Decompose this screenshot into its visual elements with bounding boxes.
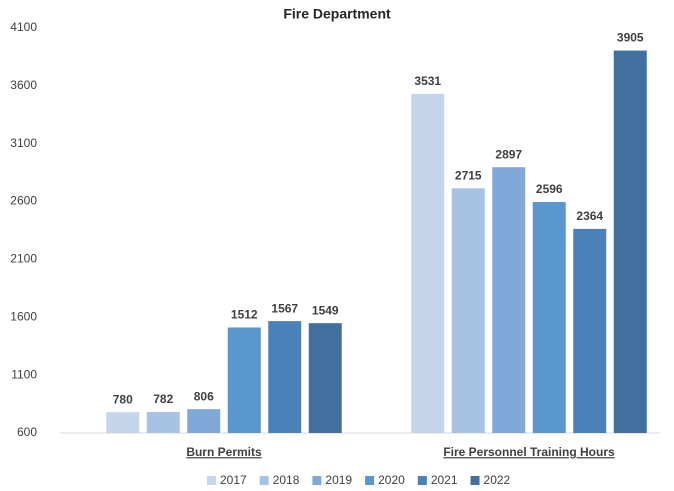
bar bbox=[532, 202, 566, 433]
legend-label: 2017 bbox=[220, 473, 247, 487]
data-label: 1549 bbox=[312, 303, 339, 317]
bar bbox=[146, 411, 180, 433]
data-label: 780 bbox=[113, 392, 133, 406]
bar bbox=[573, 228, 607, 433]
bar bbox=[227, 327, 261, 433]
y-tick-label: 1100 bbox=[11, 367, 37, 381]
data-label: 3531 bbox=[414, 74, 441, 88]
legend-label: 2018 bbox=[273, 473, 300, 487]
legend-label: 2019 bbox=[325, 473, 352, 487]
data-label: 2897 bbox=[495, 147, 522, 161]
x-tick-label: Fire Personnel Training Hours bbox=[443, 445, 615, 459]
legend-swatch bbox=[417, 476, 427, 485]
bar bbox=[613, 50, 647, 434]
bar bbox=[268, 321, 302, 433]
data-label: 1512 bbox=[231, 308, 258, 322]
legend-label: 2021 bbox=[431, 473, 458, 487]
legend-swatch bbox=[365, 476, 375, 485]
data-label: 1567 bbox=[271, 301, 298, 315]
bar bbox=[308, 323, 342, 433]
legend-swatch bbox=[207, 476, 216, 485]
y-tick-label: 2100 bbox=[10, 252, 37, 266]
legend-swatch bbox=[259, 476, 269, 485]
data-label: 3905 bbox=[617, 31, 644, 45]
data-label: 782 bbox=[153, 392, 173, 406]
y-tick-label: 3600 bbox=[10, 78, 37, 92]
y-tick-label: 4100 bbox=[10, 20, 37, 34]
bar bbox=[106, 412, 140, 433]
legend-swatch bbox=[470, 476, 480, 485]
x-tick-label: Burn Permits bbox=[186, 445, 262, 459]
data-label: 2596 bbox=[536, 182, 563, 196]
bar bbox=[492, 167, 526, 433]
data-label: 806 bbox=[194, 389, 214, 403]
y-tick-label: 600 bbox=[17, 425, 37, 439]
chart-title: Fire Department bbox=[283, 6, 391, 22]
legend-label: 2022 bbox=[484, 473, 511, 487]
y-tick-label: 1600 bbox=[10, 309, 37, 323]
bar bbox=[451, 188, 485, 433]
legend-label: 2020 bbox=[378, 473, 405, 487]
bar bbox=[411, 93, 445, 433]
legend-swatch bbox=[312, 476, 322, 485]
data-label: 2715 bbox=[455, 168, 482, 182]
y-tick-label: 2600 bbox=[10, 194, 37, 208]
y-tick-label: 3100 bbox=[10, 136, 37, 150]
data-label: 2364 bbox=[576, 209, 603, 223]
bar bbox=[187, 409, 221, 433]
